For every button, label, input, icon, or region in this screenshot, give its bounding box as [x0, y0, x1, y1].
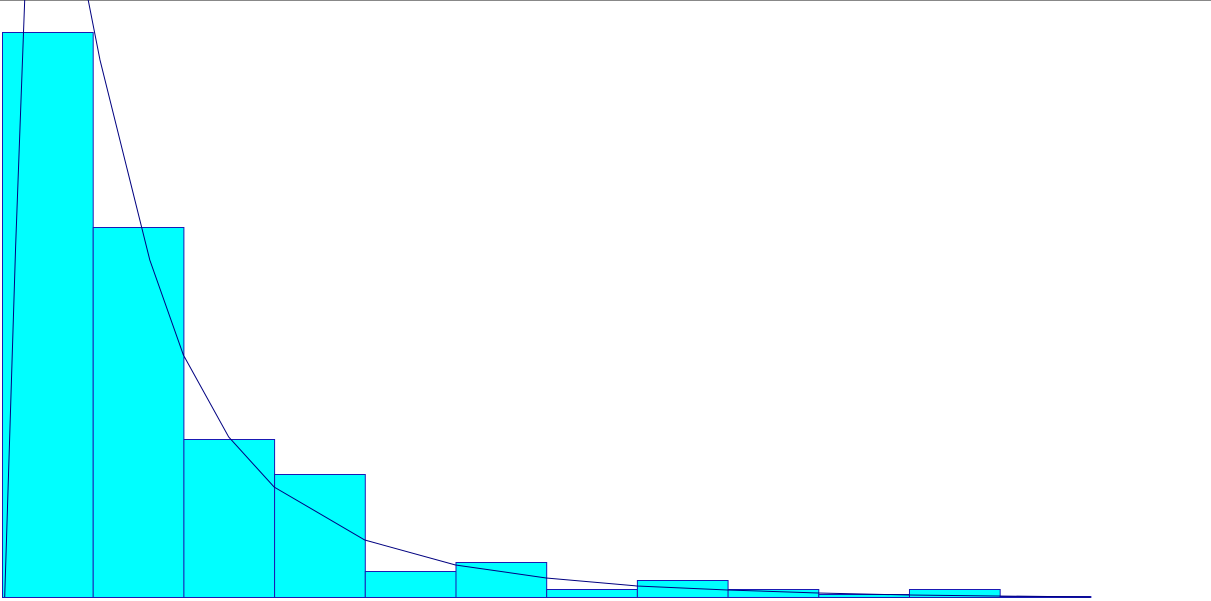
bar: [908, 589, 1001, 598]
bar: [364, 571, 457, 598]
bar: [274, 474, 366, 598]
bar: [183, 439, 276, 598]
bar: [546, 589, 638, 598]
bar: [92, 227, 185, 598]
bar: [2, 32, 94, 598]
fit-curve: [4, 0, 1091, 598]
bar: [455, 562, 548, 598]
